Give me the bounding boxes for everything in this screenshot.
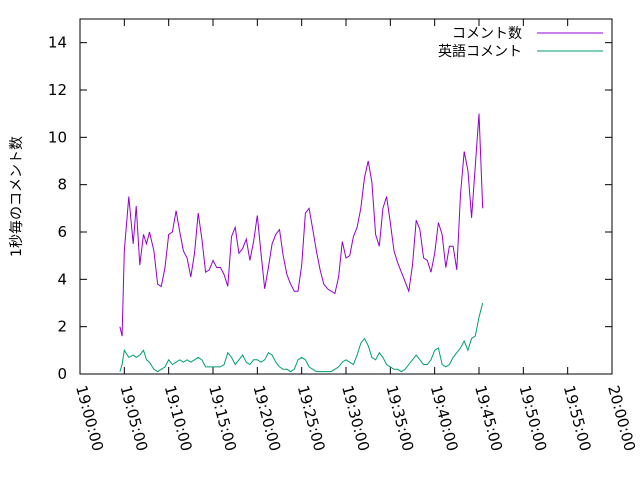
x-tick-label: 19:55:00 (560, 383, 595, 453)
x-tick-label: 19:10:00 (161, 383, 196, 453)
x-tick-label: 19:05:00 (116, 383, 151, 453)
x-tick-label: 20:00:00 (604, 383, 639, 453)
legend-label-1: 英語コメント (438, 43, 522, 60)
x-tick-label: 19:35:00 (382, 383, 417, 453)
x-tick-label: 19:30:00 (338, 383, 373, 453)
x-tick-label: 19:40:00 (427, 383, 462, 453)
series-group (119, 113, 484, 373)
x-tick-label: 19:20:00 (249, 383, 284, 453)
y-tick-label: 2 (57, 318, 67, 336)
series-line-1 (119, 302, 484, 373)
x-tick-label: 19:15:00 (205, 383, 240, 453)
tick-group: 0 2 4 6 8 10 12 14 19:00:00 19:05:00 19:10:00 19:15… (48, 19, 639, 453)
plot-frame (79, 18, 613, 375)
x-tick-label: 19:25:00 (294, 383, 329, 453)
y-tick-label: 12 (48, 81, 67, 99)
y-tick-label: 14 (48, 34, 67, 52)
y-tick-label: 4 (57, 270, 67, 288)
x-tick-label: 19:45:00 (471, 383, 506, 453)
y-tick-label: 10 (48, 128, 67, 146)
x-tick-label: 19:50:00 (515, 383, 550, 453)
y-axis-label: 1秒毎のコメント数 (9, 136, 25, 257)
y-tick-label: 0 (57, 365, 67, 383)
x-tick-label: 19:00:00 (72, 383, 107, 453)
legend-label-0: コメント数 (452, 26, 522, 42)
y-tick-label: 6 (57, 223, 67, 241)
series-line-0 (119, 113, 484, 337)
y-tick-label: 8 (57, 176, 67, 194)
